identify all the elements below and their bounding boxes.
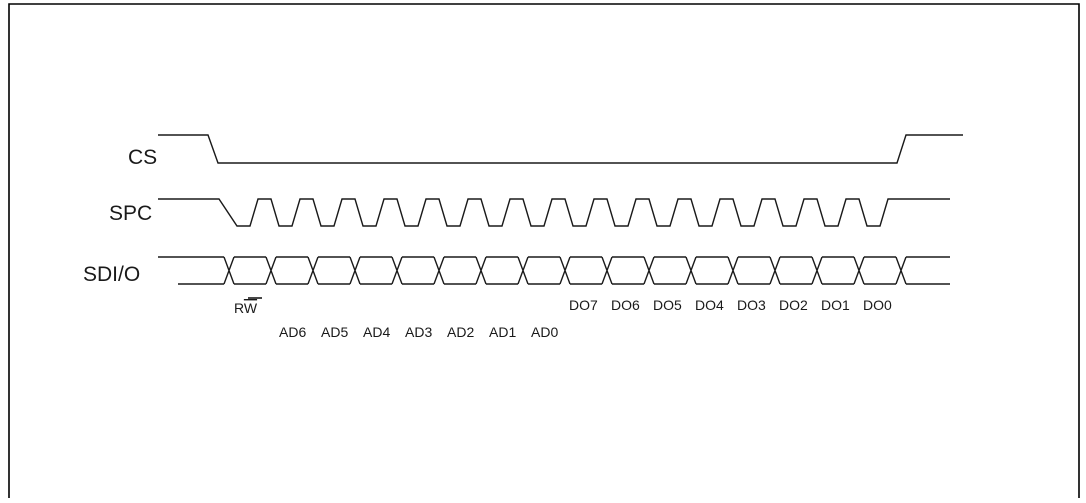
sdio-crossing — [643, 256, 655, 285]
signal-label-cs: CS — [128, 146, 157, 169]
diagram-border — [8, 3, 1080, 498]
sdio-bit-cell — [528, 256, 560, 285]
data-bit-label: DO0 — [863, 297, 892, 313]
data-bit-label: DO7 — [569, 297, 598, 313]
data-bit-label: DO4 — [695, 297, 724, 313]
sdio-bit-cell — [612, 256, 644, 285]
sdio-crossing — [559, 256, 571, 285]
sdio-crossing — [811, 256, 823, 285]
signal-label-sdio: SDI/O — [83, 263, 140, 286]
sdio-bit-cell — [234, 256, 266, 285]
signal-label-spc: SPC — [109, 202, 152, 225]
address-bit-label: AD0 — [531, 324, 558, 340]
data-bit-label: DO6 — [611, 297, 640, 313]
sdio-crossing — [685, 256, 697, 285]
sdio-crossing — [307, 256, 319, 285]
sdio-crossing — [349, 256, 361, 285]
rw-label: RW — [234, 300, 258, 316]
data-bit-label: DO3 — [737, 297, 766, 313]
sdio-bit-cell — [738, 256, 770, 285]
sdio-crossing — [517, 256, 529, 285]
sdio-crossing — [475, 256, 487, 285]
address-bit-labels: AD6 AD5 AD4 AD3 AD2 AD1 AD0 — [279, 324, 558, 340]
cs-waveform — [158, 134, 963, 164]
data-bit-label: DO2 — [779, 297, 808, 313]
sdio-bit-cell — [402, 256, 434, 285]
sdio-bit-cell — [654, 256, 686, 285]
address-bit-label: AD1 — [489, 324, 516, 340]
sdio-bit-cell — [486, 256, 518, 285]
address-bit-label: AD3 — [405, 324, 432, 340]
address-bit-label: AD4 — [363, 324, 390, 340]
data-bit-labels: DO7 DO6 DO5 DO4 DO3 DO2 DO1 DO0 — [569, 297, 892, 313]
address-bit-label: AD5 — [321, 324, 348, 340]
rw-label-w-overlined: W — [244, 300, 258, 316]
sdio-bit-cell — [570, 256, 602, 285]
sdio-crossing — [769, 256, 781, 285]
sdio-crossing — [433, 256, 445, 285]
sdio-bit-cell — [276, 256, 308, 285]
sdio-waveform — [158, 256, 950, 285]
sdio-crossing — [601, 256, 613, 285]
address-bit-label: AD6 — [279, 324, 306, 340]
spc-waveform — [158, 198, 950, 227]
sdio-crossing — [853, 256, 865, 285]
sdio-tail — [906, 256, 950, 285]
sdio-bit-cell — [822, 256, 854, 285]
address-bit-label: AD2 — [447, 324, 474, 340]
sdio-bit-cell — [864, 256, 896, 285]
rw-label-r: R — [234, 300, 244, 316]
sdio-crossing — [265, 256, 277, 285]
sdio-bit-cell — [780, 256, 812, 285]
sdio-crossing — [223, 256, 235, 285]
sdio-bit-cell — [360, 256, 392, 285]
sdio-bit-cell — [318, 256, 350, 285]
sdio-crossing — [727, 256, 739, 285]
sdio-bit-cell — [444, 256, 476, 285]
data-bit-label: DO1 — [821, 297, 850, 313]
data-bit-label: DO5 — [653, 297, 682, 313]
sdio-crossing — [895, 256, 907, 285]
sdio-crossing — [391, 256, 403, 285]
sdio-bit-cell — [696, 256, 728, 285]
